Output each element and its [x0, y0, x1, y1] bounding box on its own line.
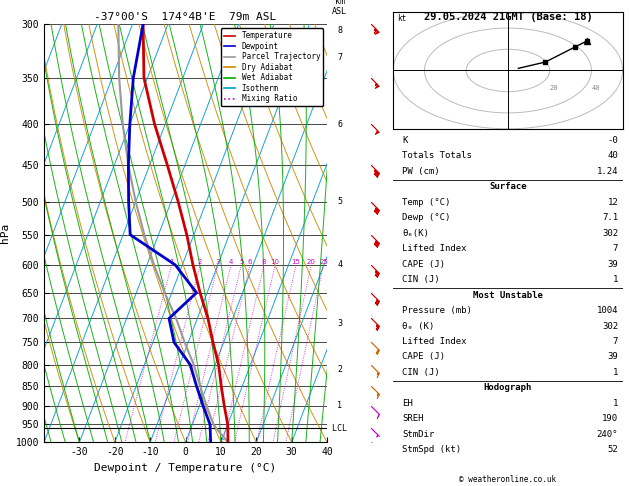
Text: 1: 1 [613, 399, 618, 408]
Text: 1: 1 [613, 368, 618, 377]
Text: 39: 39 [608, 352, 618, 362]
Text: 2: 2 [337, 364, 342, 374]
Text: StmSpd (kt): StmSpd (kt) [403, 445, 462, 454]
Text: © weatheronline.co.uk: © weatheronline.co.uk [459, 474, 557, 484]
Text: 3: 3 [216, 259, 220, 265]
Y-axis label: hPa: hPa [0, 223, 10, 243]
Text: 1: 1 [337, 401, 342, 410]
Text: 52: 52 [608, 445, 618, 454]
Text: 25: 25 [319, 259, 328, 265]
Text: θₑ(K): θₑ(K) [403, 229, 429, 238]
Text: Lifted Index: Lifted Index [403, 244, 467, 253]
Text: 302: 302 [602, 322, 618, 330]
Text: 29.05.2024 21GMT (Base: 18): 29.05.2024 21GMT (Base: 18) [423, 12, 593, 22]
Text: 12: 12 [608, 198, 618, 207]
Text: 1004: 1004 [597, 306, 618, 315]
Text: 10: 10 [270, 259, 280, 265]
Text: 20: 20 [550, 85, 558, 90]
Text: 1.24: 1.24 [597, 167, 618, 176]
Text: 1: 1 [613, 275, 618, 284]
Text: km
ASL: km ASL [332, 0, 347, 16]
Text: 240°: 240° [597, 430, 618, 439]
Text: Totals Totals: Totals Totals [403, 152, 472, 160]
Text: 8: 8 [337, 26, 342, 35]
Text: 1: 1 [169, 259, 174, 265]
Text: 2: 2 [198, 259, 203, 265]
Text: Lifted Index: Lifted Index [403, 337, 467, 346]
Text: 40: 40 [591, 85, 600, 90]
Text: CAPE (J): CAPE (J) [403, 260, 445, 269]
Text: kt: kt [398, 14, 406, 23]
Title: -37°00'S  174°4B'E  79m ASL: -37°00'S 174°4B'E 79m ASL [94, 12, 277, 22]
Text: 39: 39 [608, 260, 618, 269]
X-axis label: Dewpoint / Temperature (°C): Dewpoint / Temperature (°C) [94, 463, 277, 473]
Text: θₑ (K): θₑ (K) [403, 322, 435, 330]
Text: Pressure (mb): Pressure (mb) [403, 306, 472, 315]
Text: 4: 4 [229, 259, 233, 265]
Text: Hodograph: Hodograph [484, 383, 532, 392]
Text: PW (cm): PW (cm) [403, 167, 440, 176]
Text: 190: 190 [602, 415, 618, 423]
Text: 4: 4 [337, 260, 342, 269]
Text: K: K [403, 136, 408, 145]
Text: SREH: SREH [403, 415, 424, 423]
Text: Most Unstable: Most Unstable [473, 291, 543, 300]
Text: 7: 7 [613, 337, 618, 346]
Text: 3: 3 [337, 319, 342, 328]
Text: EH: EH [403, 399, 413, 408]
Text: 7: 7 [337, 53, 342, 62]
Text: Temp (°C): Temp (°C) [403, 198, 451, 207]
Text: CIN (J): CIN (J) [403, 368, 440, 377]
Text: 5: 5 [337, 197, 342, 206]
Text: 7.1: 7.1 [602, 213, 618, 222]
Text: 15: 15 [292, 259, 301, 265]
Text: LCL: LCL [327, 424, 347, 433]
Text: Dewp (°C): Dewp (°C) [403, 213, 451, 222]
Text: 302: 302 [602, 229, 618, 238]
Text: StmDir: StmDir [403, 430, 435, 439]
Text: -0: -0 [608, 136, 618, 145]
Text: 20: 20 [307, 259, 316, 265]
Text: 5: 5 [239, 259, 243, 265]
Text: 40: 40 [608, 152, 618, 160]
Text: CIN (J): CIN (J) [403, 275, 440, 284]
Text: CAPE (J): CAPE (J) [403, 352, 445, 362]
Text: 7: 7 [613, 244, 618, 253]
Text: 6: 6 [248, 259, 252, 265]
Text: 6: 6 [337, 120, 342, 129]
Text: Surface: Surface [489, 182, 526, 191]
Legend: Temperature, Dewpoint, Parcel Trajectory, Dry Adiabat, Wet Adiabat, Isotherm, Mi: Temperature, Dewpoint, Parcel Trajectory… [221, 28, 323, 106]
Text: 8: 8 [262, 259, 266, 265]
